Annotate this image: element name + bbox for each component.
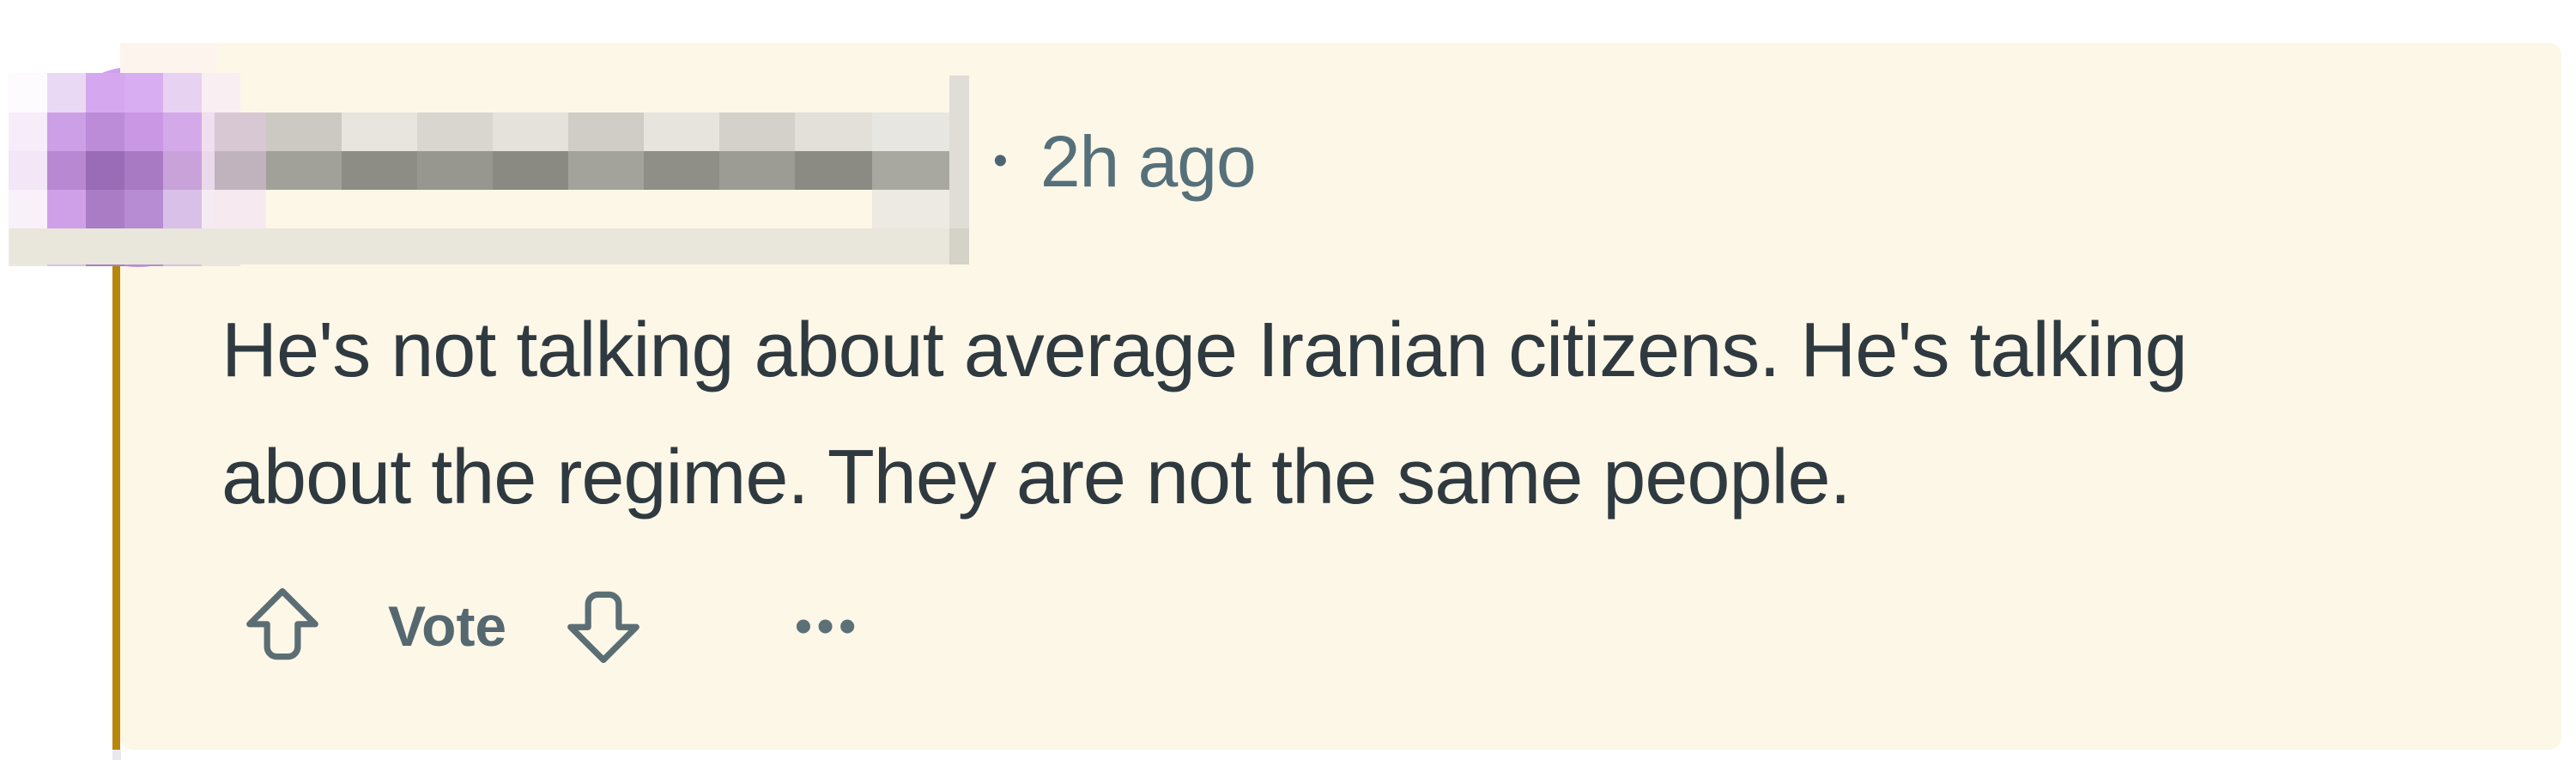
avatar[interactable]	[38, 66, 239, 267]
comment-timestamp: 2h ago	[1039, 121, 1257, 202]
upvote-button[interactable]	[239, 577, 326, 674]
comment-body-line-2: about the regime. They are not the same …	[221, 435, 1852, 520]
comment-meta-row: • 2h ago	[993, 121, 1257, 202]
vote-label: Vote	[388, 593, 507, 658]
meta-separator-dot: •	[993, 138, 1008, 184]
ellipsis-icon: •••	[795, 598, 861, 653]
comment-body-line-1: He's not talking about average Iranian c…	[221, 307, 2188, 393]
comment-thread-line-stub	[112, 750, 121, 760]
upvote-icon	[246, 587, 318, 660]
more-options-button[interactable]: •••	[795, 598, 861, 653]
comment-action-bar: Vote •••	[239, 577, 861, 674]
downvote-icon	[567, 591, 639, 664]
downvote-button[interactable]	[560, 577, 647, 674]
comment-thread-line[interactable]	[112, 262, 120, 750]
comment-body: He's not talking about average Iranian c…	[221, 287, 2188, 541]
